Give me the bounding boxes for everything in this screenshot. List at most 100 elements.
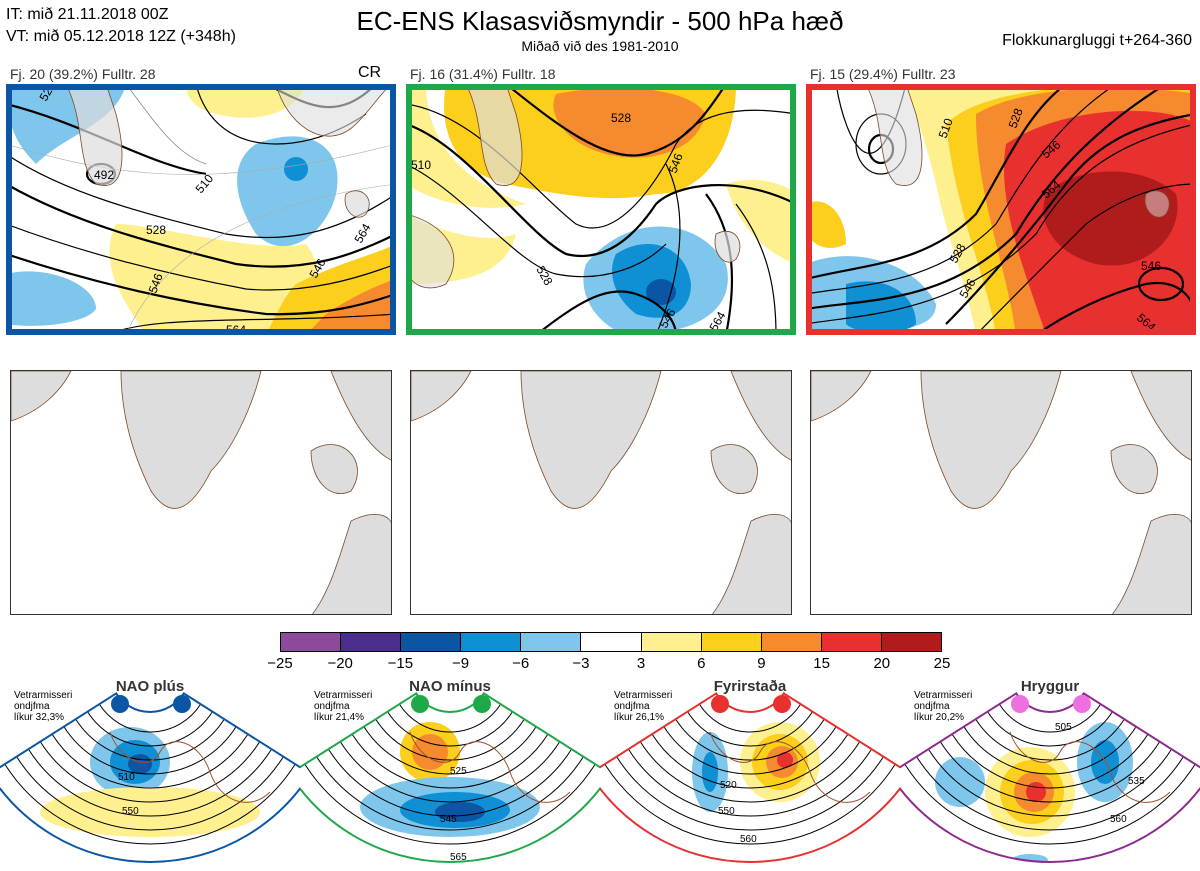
height-contour — [327, 748, 573, 817]
regime-note-line: ondjfma — [614, 701, 650, 712]
height-contour — [616, 756, 884, 831]
regime-contour-label: 560 — [740, 834, 757, 845]
regime-outline — [300, 692, 600, 863]
colorbar-swatch — [761, 633, 822, 651]
height-contour — [604, 763, 896, 845]
regime-center-dot — [1011, 695, 1029, 713]
cluster-1-cr-tag: CR — [358, 64, 382, 81]
height-contour — [998, 703, 1102, 733]
regime-contour-label: 545 — [440, 814, 457, 825]
cluster-1-frame — [6, 84, 396, 335]
regime-center-dot — [773, 695, 791, 713]
anomaly-area — [40, 787, 260, 837]
colorbar-swatch — [341, 633, 402, 651]
colorbar-swatch — [641, 633, 702, 651]
colorbar-tick-label: −9 — [451, 655, 470, 672]
contour-label: 528 — [146, 223, 166, 237]
page-subtitle: Miðað við des 1981-2010 — [521, 38, 679, 54]
empty-map-1 — [10, 370, 392, 615]
regime-note: Vetrarmisseri ondjfma líkur 21,4% — [314, 690, 372, 723]
regime-map: 510 550 — [0, 692, 300, 863]
regime-map: 520 550 560 — [600, 692, 900, 863]
height-contour — [363, 726, 537, 775]
regime-outline — [0, 692, 300, 863]
colorbar-tick-label: 6 — [697, 655, 706, 672]
regime-contour-label: 520 — [720, 780, 737, 791]
contour-label: 528 — [1006, 106, 1026, 130]
regime-center-dot — [1073, 695, 1091, 713]
regime-center-dot — [711, 695, 729, 713]
init-time: IT: mið 21.11.2018 00Z — [6, 6, 169, 23]
height-contour — [639, 741, 861, 803]
colorbar-tick-label: 25 — [933, 655, 951, 672]
classification-window: Flokkunargluggi t+264-360 — [1002, 32, 1192, 49]
regime-outline — [900, 692, 1200, 863]
height-contour — [927, 748, 1173, 817]
height-contour — [916, 756, 1184, 831]
page-title: EC-ENS Klasasviðsmyndir - 500 hPa hæð — [356, 6, 844, 36]
height-contour — [987, 711, 1113, 747]
cluster-2-frame — [406, 84, 796, 335]
cluster-1-map: 528 492 510 528 546 546 564 564 — [6, 84, 396, 335]
height-contour — [904, 763, 1196, 845]
anomaly-colorbar — [280, 632, 942, 652]
colorbar-swatch — [881, 633, 942, 651]
regime-contour-label: 560 — [1110, 814, 1127, 825]
height-contour — [51, 733, 249, 789]
regime-map: 525 545 565 — [300, 692, 600, 863]
colorbar-swatch — [401, 633, 462, 651]
colorbar-swatch — [581, 633, 642, 651]
height-contour — [627, 748, 873, 817]
cluster-1-label: Fj. 20 (39.2%) Fulltr. 28 — [10, 66, 156, 82]
height-contour — [398, 703, 502, 733]
height-contour — [39, 741, 261, 803]
cluster-3-label: Fj. 15 (29.4%) Fulltr. 23 — [810, 66, 956, 82]
empty-map-3 — [810, 370, 1192, 615]
regime-contour-label: 505 — [1055, 722, 1072, 733]
regime-title: NAO plús — [115, 678, 185, 695]
colorbar-swatch — [461, 633, 522, 651]
anomaly-area — [1026, 782, 1046, 802]
cluster-2-map: 528 546 510 528 546 564 — [406, 84, 796, 335]
regime-note-line: Vetrarmisseri — [914, 690, 973, 701]
colorbar-tick-label: −15 — [387, 655, 414, 672]
height-contour — [939, 741, 1161, 803]
colorbar-tick-label: 20 — [873, 655, 891, 672]
colorbar-swatch — [821, 633, 882, 651]
height-contour — [16, 756, 284, 831]
regime-note-line: Vetrarmisseri — [614, 690, 673, 701]
regime-note: Vetrarmisseri ondjfma líkur 26,1% — [614, 690, 672, 723]
init-time-block: IT: mið 21.11.2018 00Z VT: mið 05.12.201… — [6, 4, 236, 48]
height-contour — [4, 763, 296, 845]
regime-contour-label: 565 — [450, 852, 467, 863]
cluster-2-label: Fj. 16 (31.4%) Fulltr. 18 — [410, 66, 556, 82]
anomaly-area — [128, 754, 152, 774]
height-contour — [75, 718, 225, 761]
regime-contour-label: 525 — [450, 766, 467, 777]
height-contour — [963, 726, 1137, 775]
anomaly-area — [435, 802, 485, 822]
colorbar-tick-label: −3 — [572, 655, 590, 672]
anomaly-area — [935, 757, 985, 807]
anomaly-area — [702, 752, 718, 792]
height-contour — [698, 703, 802, 733]
regime-note-line: Vetrarmisseri — [14, 690, 73, 701]
colorbar-tick-label: 9 — [757, 655, 766, 672]
regime-center-dot — [111, 695, 129, 713]
regime-note: Vetrarmisseri ondjfma líkur 32,3% — [14, 690, 72, 723]
colorbar-tick-label: −20 — [327, 655, 353, 672]
regime-contour-label: 510 — [118, 772, 135, 783]
height-contour — [663, 726, 837, 775]
contour-label: 510 — [936, 116, 956, 140]
colorbar-tick-label: −6 — [512, 655, 530, 672]
height-contour — [63, 726, 237, 775]
empty-map-2 — [410, 370, 792, 615]
coastline — [109, 731, 271, 803]
regime-title: NAO mínus — [409, 678, 491, 695]
cluster-3-frame — [806, 84, 1196, 335]
colorbar-tick-label: 15 — [813, 655, 830, 672]
colorbar-tick-label: −25 — [267, 655, 293, 672]
regime-note-line: Vetrarmisseri — [314, 690, 373, 701]
regime-note-line: ondjfma — [314, 701, 350, 712]
anomaly-area — [412, 734, 448, 770]
